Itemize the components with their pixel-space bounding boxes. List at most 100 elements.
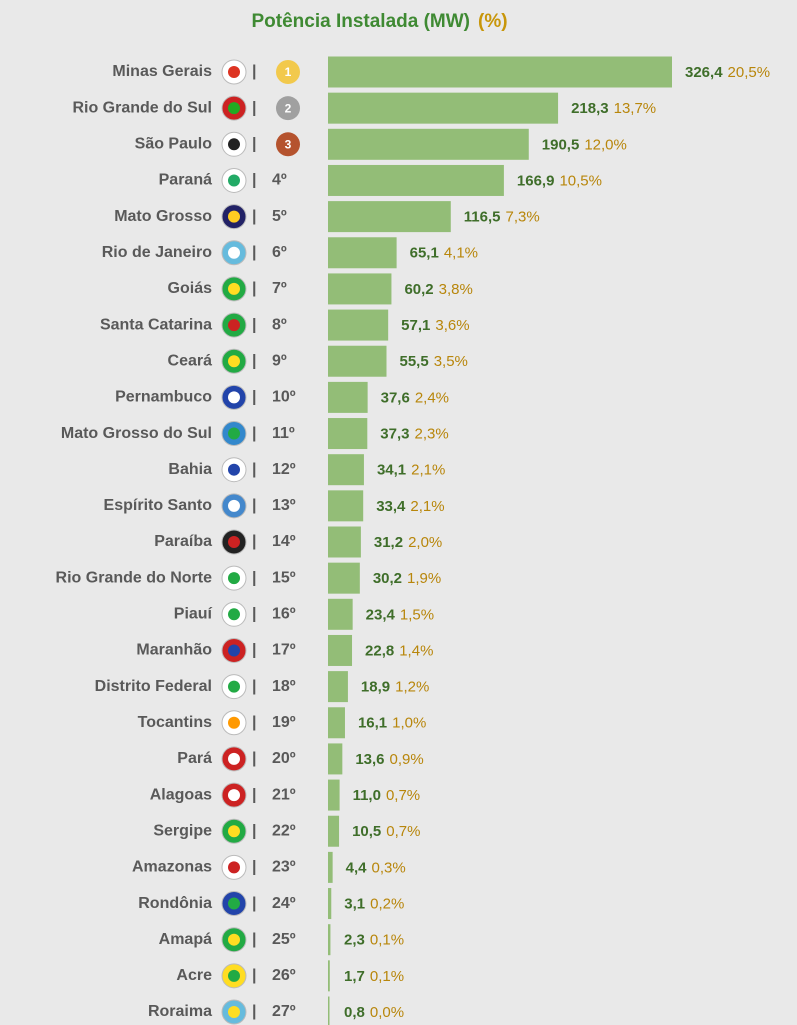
rank-label: 17º [272,642,296,659]
flag-emblem [228,825,240,838]
rank-label: 10º [272,389,296,406]
medal-rank: 2 [285,101,292,115]
percent-label: 0,1% [370,932,404,949]
value-label: 10,5 [352,823,381,840]
bar [328,381,368,413]
value-label: 0,8 [344,1004,365,1021]
percent-label: 1,4% [399,642,433,659]
category-label: Tocantins [138,714,212,731]
percent-label: 20,5% [728,64,771,81]
separator: | [252,172,256,189]
value-label: 3,1 [344,896,365,913]
separator: | [252,352,256,369]
rank-label: 25º [272,931,296,948]
bar [328,454,364,486]
category-label: Rio Grande do Norte [56,569,213,586]
bar [328,779,340,811]
rank-label: 21º [272,786,296,803]
value-label: 218,3 [571,100,609,117]
value-label: 31,2 [374,534,403,551]
rank-label: 5º [272,208,287,225]
category-label: Mato Grosso [114,208,212,225]
separator: | [252,714,256,731]
bar [328,309,389,341]
bar [328,562,360,594]
separator: | [252,63,256,80]
category-label: Santa Catarina [100,316,212,333]
value-label: 37,3 [380,426,409,443]
separator: | [252,1003,256,1020]
legend-pct: (%) [478,11,508,32]
rank-label: 19º [272,714,296,731]
value-label: 116,5 [464,209,501,226]
separator: | [252,967,256,984]
value-label: 166,9 [517,172,555,189]
separator: | [252,859,256,876]
percent-label: 0,7% [386,787,420,804]
flag-emblem [228,716,240,729]
value-label: 13,6 [355,751,384,768]
category-label: Ceará [168,352,213,369]
bar [328,996,330,1025]
percent-label: 2,1% [411,462,445,479]
flag-emblem [228,138,240,151]
percent-label: 0,0% [370,1004,404,1021]
value-label: 33,4 [376,498,406,515]
percent-label: 3,6% [435,317,469,334]
rank-label: 4º [272,172,287,189]
value-label: 57,1 [401,317,430,334]
bar [328,56,672,88]
value-label: 1,7 [344,968,365,985]
separator: | [252,316,256,333]
percent-label: 13,7% [614,100,657,117]
separator: | [252,244,256,261]
category-label: Minas Gerais [112,63,212,80]
value-label: 60,2 [404,281,433,298]
flag-emblem [228,174,240,187]
medal [276,96,300,121]
category-label: Paraná [159,172,212,189]
bar [328,924,331,956]
separator: | [252,461,256,478]
value-label: 16,1 [358,715,387,732]
separator: | [252,280,256,297]
rank-label: 27º [272,1003,296,1020]
bar [328,237,397,269]
flag-emblem [228,644,240,657]
category-label: Sergipe [153,822,212,839]
percent-label: 10,5% [559,172,602,189]
percent-label: 2,1% [410,498,444,515]
category-label: Rondônia [138,895,212,912]
category-label: Alagoas [150,786,212,803]
bar [328,671,348,703]
percent-label: 2,4% [415,389,449,406]
flag-emblem [228,933,240,946]
value-label: 65,1 [410,245,439,262]
bar [328,888,332,920]
separator: | [252,425,256,442]
value-label: 37,6 [381,389,410,406]
bar [328,960,330,992]
separator: | [252,678,256,695]
separator: | [252,569,256,586]
value-label: 4,4 [346,859,368,876]
rank-label: 24º [272,895,296,912]
rank-label: 12º [272,461,296,478]
flag-emblem [228,355,240,368]
separator: | [252,533,256,550]
bar [328,418,368,450]
flag-emblem [228,391,240,404]
value-label: 11,0 [353,787,381,804]
percent-label: 3,8% [439,281,473,298]
flag-emblem [228,897,240,910]
bar [328,598,353,630]
category-label: Espírito Santo [104,497,213,514]
value-label: 23,4 [366,606,396,623]
flag-emblem [228,608,240,621]
category-label: Pará [177,750,212,767]
rank-label: 11º [272,425,295,442]
percent-label: 2,3% [415,426,449,443]
rank-label: 7º [272,280,287,297]
percent-label: 12,0% [584,136,627,153]
flag-emblem [228,1006,240,1018]
